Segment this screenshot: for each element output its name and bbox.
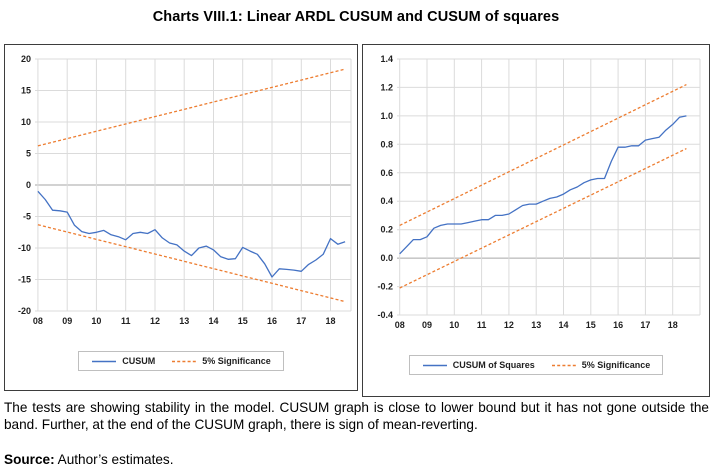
svg-text:15: 15 bbox=[586, 320, 596, 330]
legend-line-sample-icon bbox=[551, 364, 576, 366]
svg-text:10: 10 bbox=[449, 320, 459, 330]
svg-text:13: 13 bbox=[531, 320, 541, 330]
svg-text:12: 12 bbox=[150, 316, 160, 326]
svg-text:-0.4: -0.4 bbox=[377, 310, 393, 320]
svg-text:11: 11 bbox=[477, 320, 487, 330]
svg-text:16: 16 bbox=[613, 320, 623, 330]
legend-line-sample-icon bbox=[422, 364, 447, 366]
legend-label: CUSUM bbox=[122, 356, 156, 366]
legend-item: CUSUM of Squares bbox=[422, 360, 535, 370]
svg-text:13: 13 bbox=[179, 316, 189, 326]
svg-text:-20: -20 bbox=[18, 306, 31, 316]
legend-item: CUSUM bbox=[91, 356, 155, 366]
page-title: Charts VIII.1: Linear ARDL CUSUM and CUS… bbox=[152, 9, 560, 25]
legend-label: 5% Significance bbox=[202, 356, 271, 366]
svg-text:09: 09 bbox=[422, 320, 432, 330]
svg-text:5: 5 bbox=[26, 149, 31, 159]
svg-text:0.2: 0.2 bbox=[380, 225, 393, 235]
legend-label: 5% Significance bbox=[581, 360, 651, 370]
cusum-squares-legend: CUSUM of Squares 5% Significance bbox=[363, 355, 709, 375]
svg-text:1.2: 1.2 bbox=[380, 82, 393, 92]
svg-text:0.0: 0.0 bbox=[380, 253, 393, 263]
svg-text:14: 14 bbox=[208, 316, 218, 326]
svg-text:12: 12 bbox=[504, 320, 514, 330]
legend-item: 5% Significance bbox=[171, 356, 271, 366]
source-label: Source: bbox=[4, 452, 55, 467]
cusum-legend: CUSUM 5% Significance bbox=[5, 351, 357, 371]
svg-text:10: 10 bbox=[91, 316, 101, 326]
svg-text:08: 08 bbox=[395, 320, 405, 330]
svg-text:16: 16 bbox=[267, 316, 277, 326]
cusum-chart-panel: 20 15 10 5 0 -5 -10 -15 -20 08 09 10 11 12 13 14 15 16 17 1… bbox=[4, 44, 358, 391]
svg-text:-0.2: -0.2 bbox=[377, 282, 393, 292]
legend-line-sample-icon bbox=[92, 360, 117, 362]
legend-line-sample-icon bbox=[172, 360, 197, 362]
svg-text:15: 15 bbox=[238, 316, 248, 326]
cusum-plot: 20 15 10 5 0 -5 -10 -15 -20 08 09 10 11 12 13 14 15 16 17 1… bbox=[5, 45, 357, 335]
svg-text:1.4: 1.4 bbox=[380, 54, 393, 64]
cusum-squares-chart-panel: 1.4 1.2 1.0 0.8 0.6 0.4 0.2 0.0 -0.2 -0.4 08 09 10 11… bbox=[362, 44, 710, 397]
charts-row: 20 15 10 5 0 -5 -10 -15 -20 08 09 10 11 12 13 14 15 16 17 1… bbox=[4, 44, 710, 397]
legend-label: CUSUM of Squares bbox=[452, 360, 535, 370]
svg-text:-10: -10 bbox=[18, 243, 31, 253]
cusum-squares-chart-svg: 1.4 1.2 1.0 0.8 0.6 0.4 0.2 0.0 -0.2 -0.408 09 10 11… bbox=[377, 54, 701, 330]
source-line: Source: Author’s estimates. bbox=[4, 452, 709, 467]
svg-text:-15: -15 bbox=[18, 275, 31, 285]
svg-text:14: 14 bbox=[558, 320, 568, 330]
svg-text:18: 18 bbox=[325, 316, 335, 326]
legend-box: CUSUM of Squares 5% Significance bbox=[408, 355, 664, 375]
svg-text:0.4: 0.4 bbox=[380, 196, 393, 206]
svg-text:18: 18 bbox=[668, 320, 678, 330]
cusum-squares-plot: 1.4 1.2 1.0 0.8 0.6 0.4 0.2 0.0 -0.2 -0.4 08 09 10 11… bbox=[363, 45, 709, 339]
legend-item: 5% Significance bbox=[551, 360, 651, 370]
svg-text:20: 20 bbox=[21, 54, 31, 64]
svg-text:-5: -5 bbox=[23, 212, 31, 222]
svg-text:08: 08 bbox=[33, 316, 43, 326]
svg-text:0.8: 0.8 bbox=[380, 139, 393, 149]
svg-text:17: 17 bbox=[296, 316, 306, 326]
svg-text:0: 0 bbox=[26, 180, 31, 190]
svg-text:0.6: 0.6 bbox=[380, 168, 393, 178]
svg-text:09: 09 bbox=[62, 316, 72, 326]
svg-text:15: 15 bbox=[21, 86, 31, 96]
legend-box: CUSUM 5% Significance bbox=[78, 351, 284, 371]
figure-caption: The tests are showing stability in the m… bbox=[4, 400, 709, 433]
svg-text:10: 10 bbox=[21, 117, 31, 127]
svg-text:17: 17 bbox=[640, 320, 650, 330]
svg-text:1.0: 1.0 bbox=[380, 111, 393, 121]
svg-text:11: 11 bbox=[121, 316, 131, 326]
source-text: Author’s estimates. bbox=[54, 452, 174, 467]
